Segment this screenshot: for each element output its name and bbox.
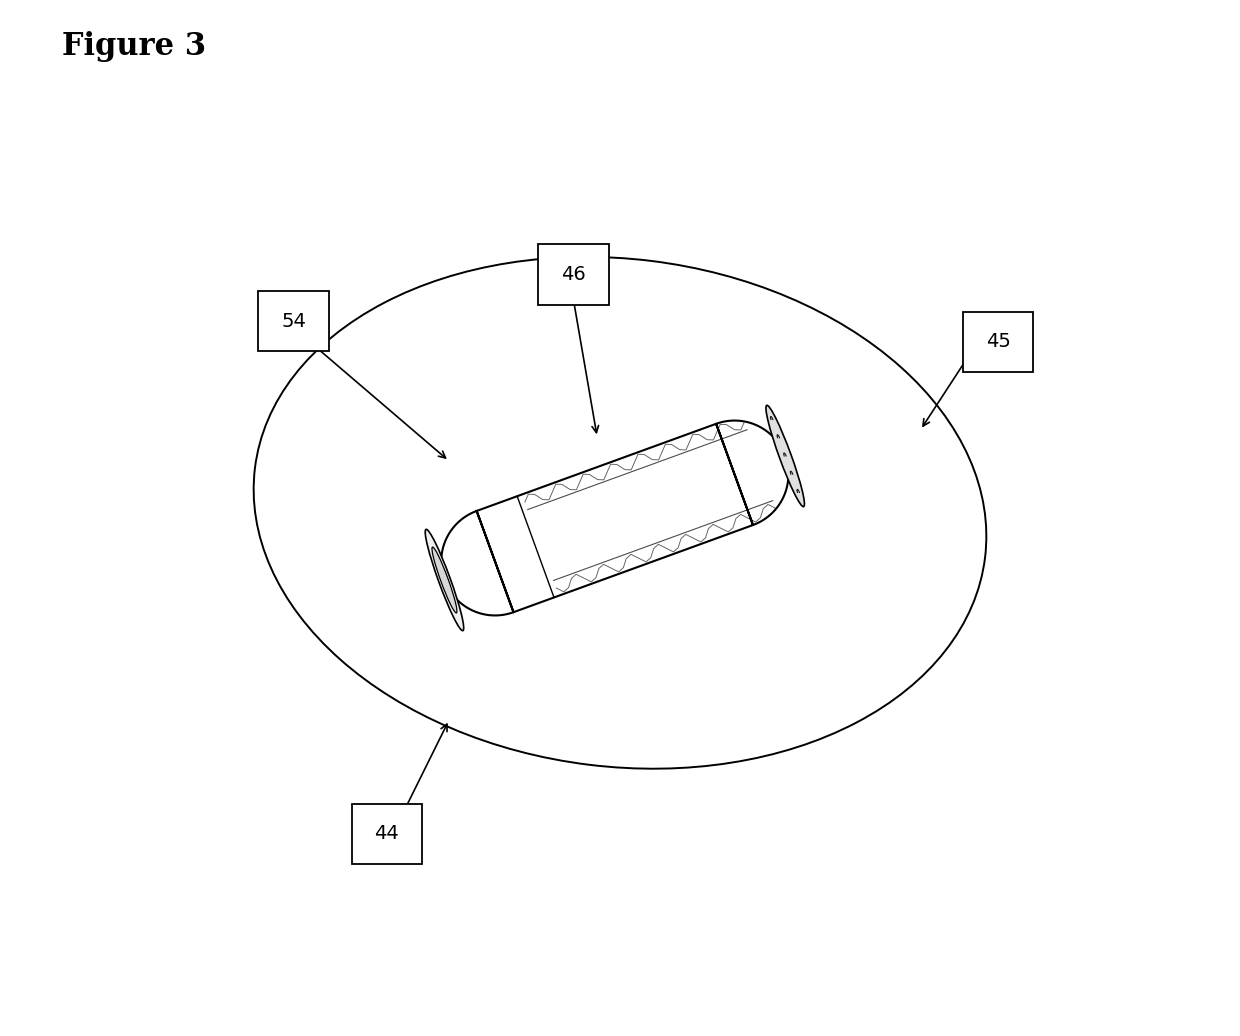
- Text: 44: 44: [374, 825, 399, 843]
- FancyBboxPatch shape: [352, 804, 422, 864]
- Text: 46: 46: [560, 265, 585, 284]
- Text: Figure 3: Figure 3: [62, 31, 206, 62]
- FancyBboxPatch shape: [963, 312, 1033, 372]
- Text: 54: 54: [281, 312, 306, 330]
- Ellipse shape: [432, 547, 458, 613]
- Text: 45: 45: [986, 333, 1011, 351]
- Polygon shape: [441, 421, 789, 615]
- Ellipse shape: [425, 529, 464, 631]
- Ellipse shape: [766, 405, 805, 507]
- FancyBboxPatch shape: [538, 244, 609, 305]
- FancyBboxPatch shape: [258, 291, 329, 351]
